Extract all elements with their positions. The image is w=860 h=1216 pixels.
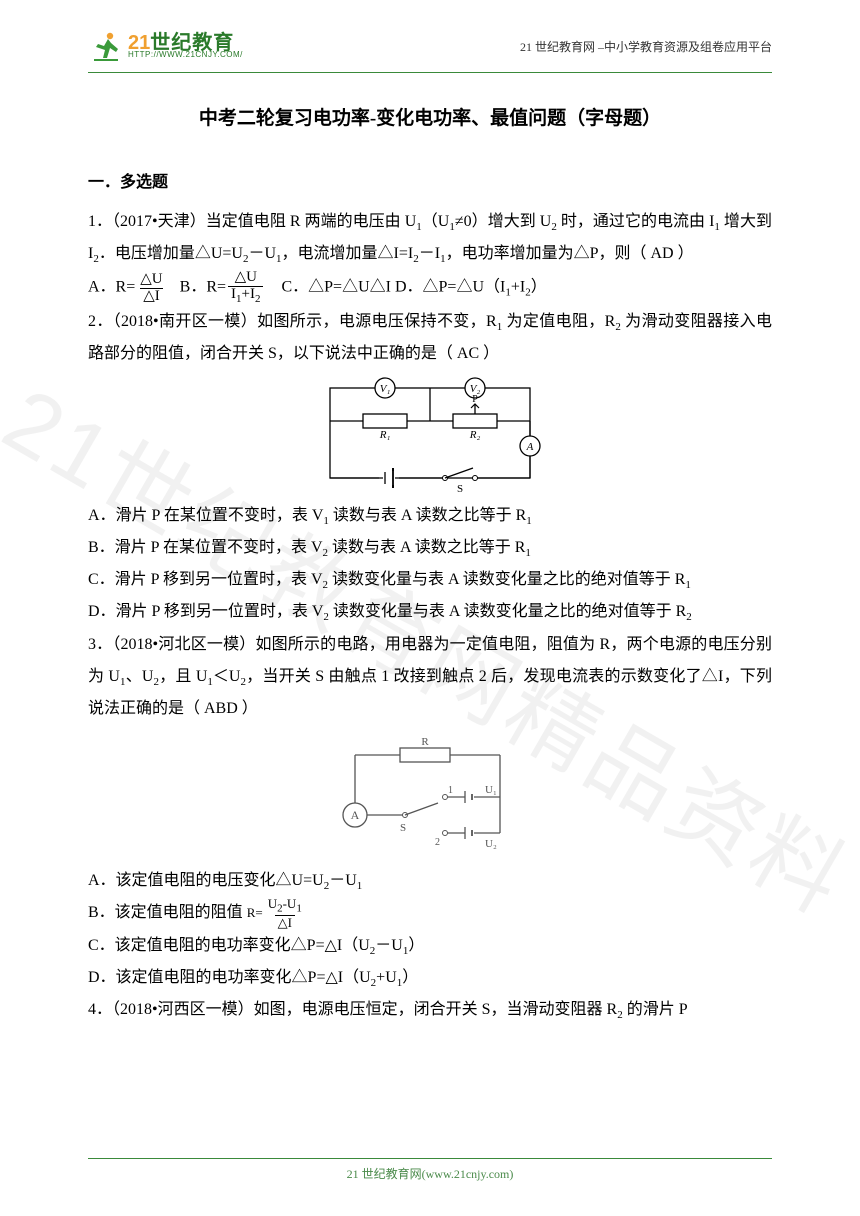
runner-icon xyxy=(88,28,124,64)
section-1-heading: 一．多选题 xyxy=(88,168,772,192)
q3-optB: B．该定值电阻的阻值 R=U2-U1△I xyxy=(88,897,772,930)
q3-optD: D．该定值电阻的电功率变化△P=△I（U2+U1） xyxy=(88,962,772,994)
svg-text:V₁: V₁ xyxy=(380,383,391,395)
svg-text:R₁: R₁ xyxy=(379,429,391,441)
q1-options: A．R=△U△I B．R=△UI1+I2 C．△P=△U△I D．△P=△U（I… xyxy=(88,270,772,305)
circuit-diagram-q3: R A S 1 2 U₁ U₂ xyxy=(330,735,530,855)
svg-text:S: S xyxy=(457,483,463,495)
q3-optA: A．该定值电阻的电压变化△U=U2－U1 xyxy=(88,865,772,897)
page-title: 中考二轮复习电功率-变化电功率、最值问题（字母题） xyxy=(88,103,772,130)
question-4: 4．（2018•河西区一模）如图，电源电压恒定，闭合开关 S，当滑动变阻器 R2… xyxy=(88,994,772,1026)
svg-text:R₂: R₂ xyxy=(469,429,481,441)
q2-optB: B．滑片 P 在某位置不变时，表 V2 读数与表 A 读数之比等于 R1 xyxy=(88,532,772,564)
question-2: 2．（2018•南开区一模）如图所示，电源电压保持不变，R1 为定值电阻，R2 … xyxy=(88,306,772,370)
circuit-diagram-q2: V₁ V₂ R₁ P R₂ A S xyxy=(315,376,545,496)
question-1: 1．（2017•天津）当定值电阻 R 两端的电压由 U1（U1≠0）增大到 U2… xyxy=(88,206,772,270)
svg-text:S: S xyxy=(400,822,406,834)
q2-optD: D．滑片 P 移到另一位置时，表 V2 读数变化量与表 A 读数变化量之比的绝对… xyxy=(88,596,772,628)
header-right-text: 21 世纪教育网 –中小学教育资源及组卷应用平台 xyxy=(520,38,772,55)
svg-text:1: 1 xyxy=(448,785,453,796)
svg-text:R: R xyxy=(421,736,429,748)
svg-text:2: 2 xyxy=(435,837,440,848)
svg-text:A: A xyxy=(526,441,534,453)
page-footer: 21 世纪教育网(www.21cnjy.com) xyxy=(88,1158,772,1182)
logo-text: 21世纪教育 HTTP://WWW.21CNJY.COM/ xyxy=(128,33,243,59)
logo-url: HTTP://WWW.21CNJY.COM/ xyxy=(128,51,243,59)
q1-text: 1．（2017•天津）当定值电阻 R 两端的电压由 U xyxy=(88,213,416,230)
question-3: 3．（2018•河北区一模）如图所示的电路，用电器为一定值电阻，阻值为 R，两个… xyxy=(88,629,772,725)
q3-optC: C．该定值电阻的电功率变化△P=△I（U2－U1） xyxy=(88,930,772,962)
svg-text:A: A xyxy=(351,808,360,822)
q2-optA: A．滑片 P 在某位置不变时，表 V1 读数与表 A 读数之比等于 R1 xyxy=(88,500,772,532)
svg-text:U₂: U₂ xyxy=(485,838,497,850)
content-area: 中考二轮复习电功率-变化电功率、最值问题（字母题） 一．多选题 1．（2017•… xyxy=(0,73,860,1026)
svg-text:U₁: U₁ xyxy=(485,784,497,796)
logo: 21世纪教育 HTTP://WWW.21CNJY.COM/ xyxy=(88,28,243,64)
svg-text:P: P xyxy=(472,394,478,405)
q2-optC: C．滑片 P 移到另一位置时，表 V2 读数变化量与表 A 读数变化量之比的绝对… xyxy=(88,564,772,596)
page-header: 21世纪教育 HTTP://WWW.21CNJY.COM/ 21 世纪教育网 –… xyxy=(88,0,772,73)
